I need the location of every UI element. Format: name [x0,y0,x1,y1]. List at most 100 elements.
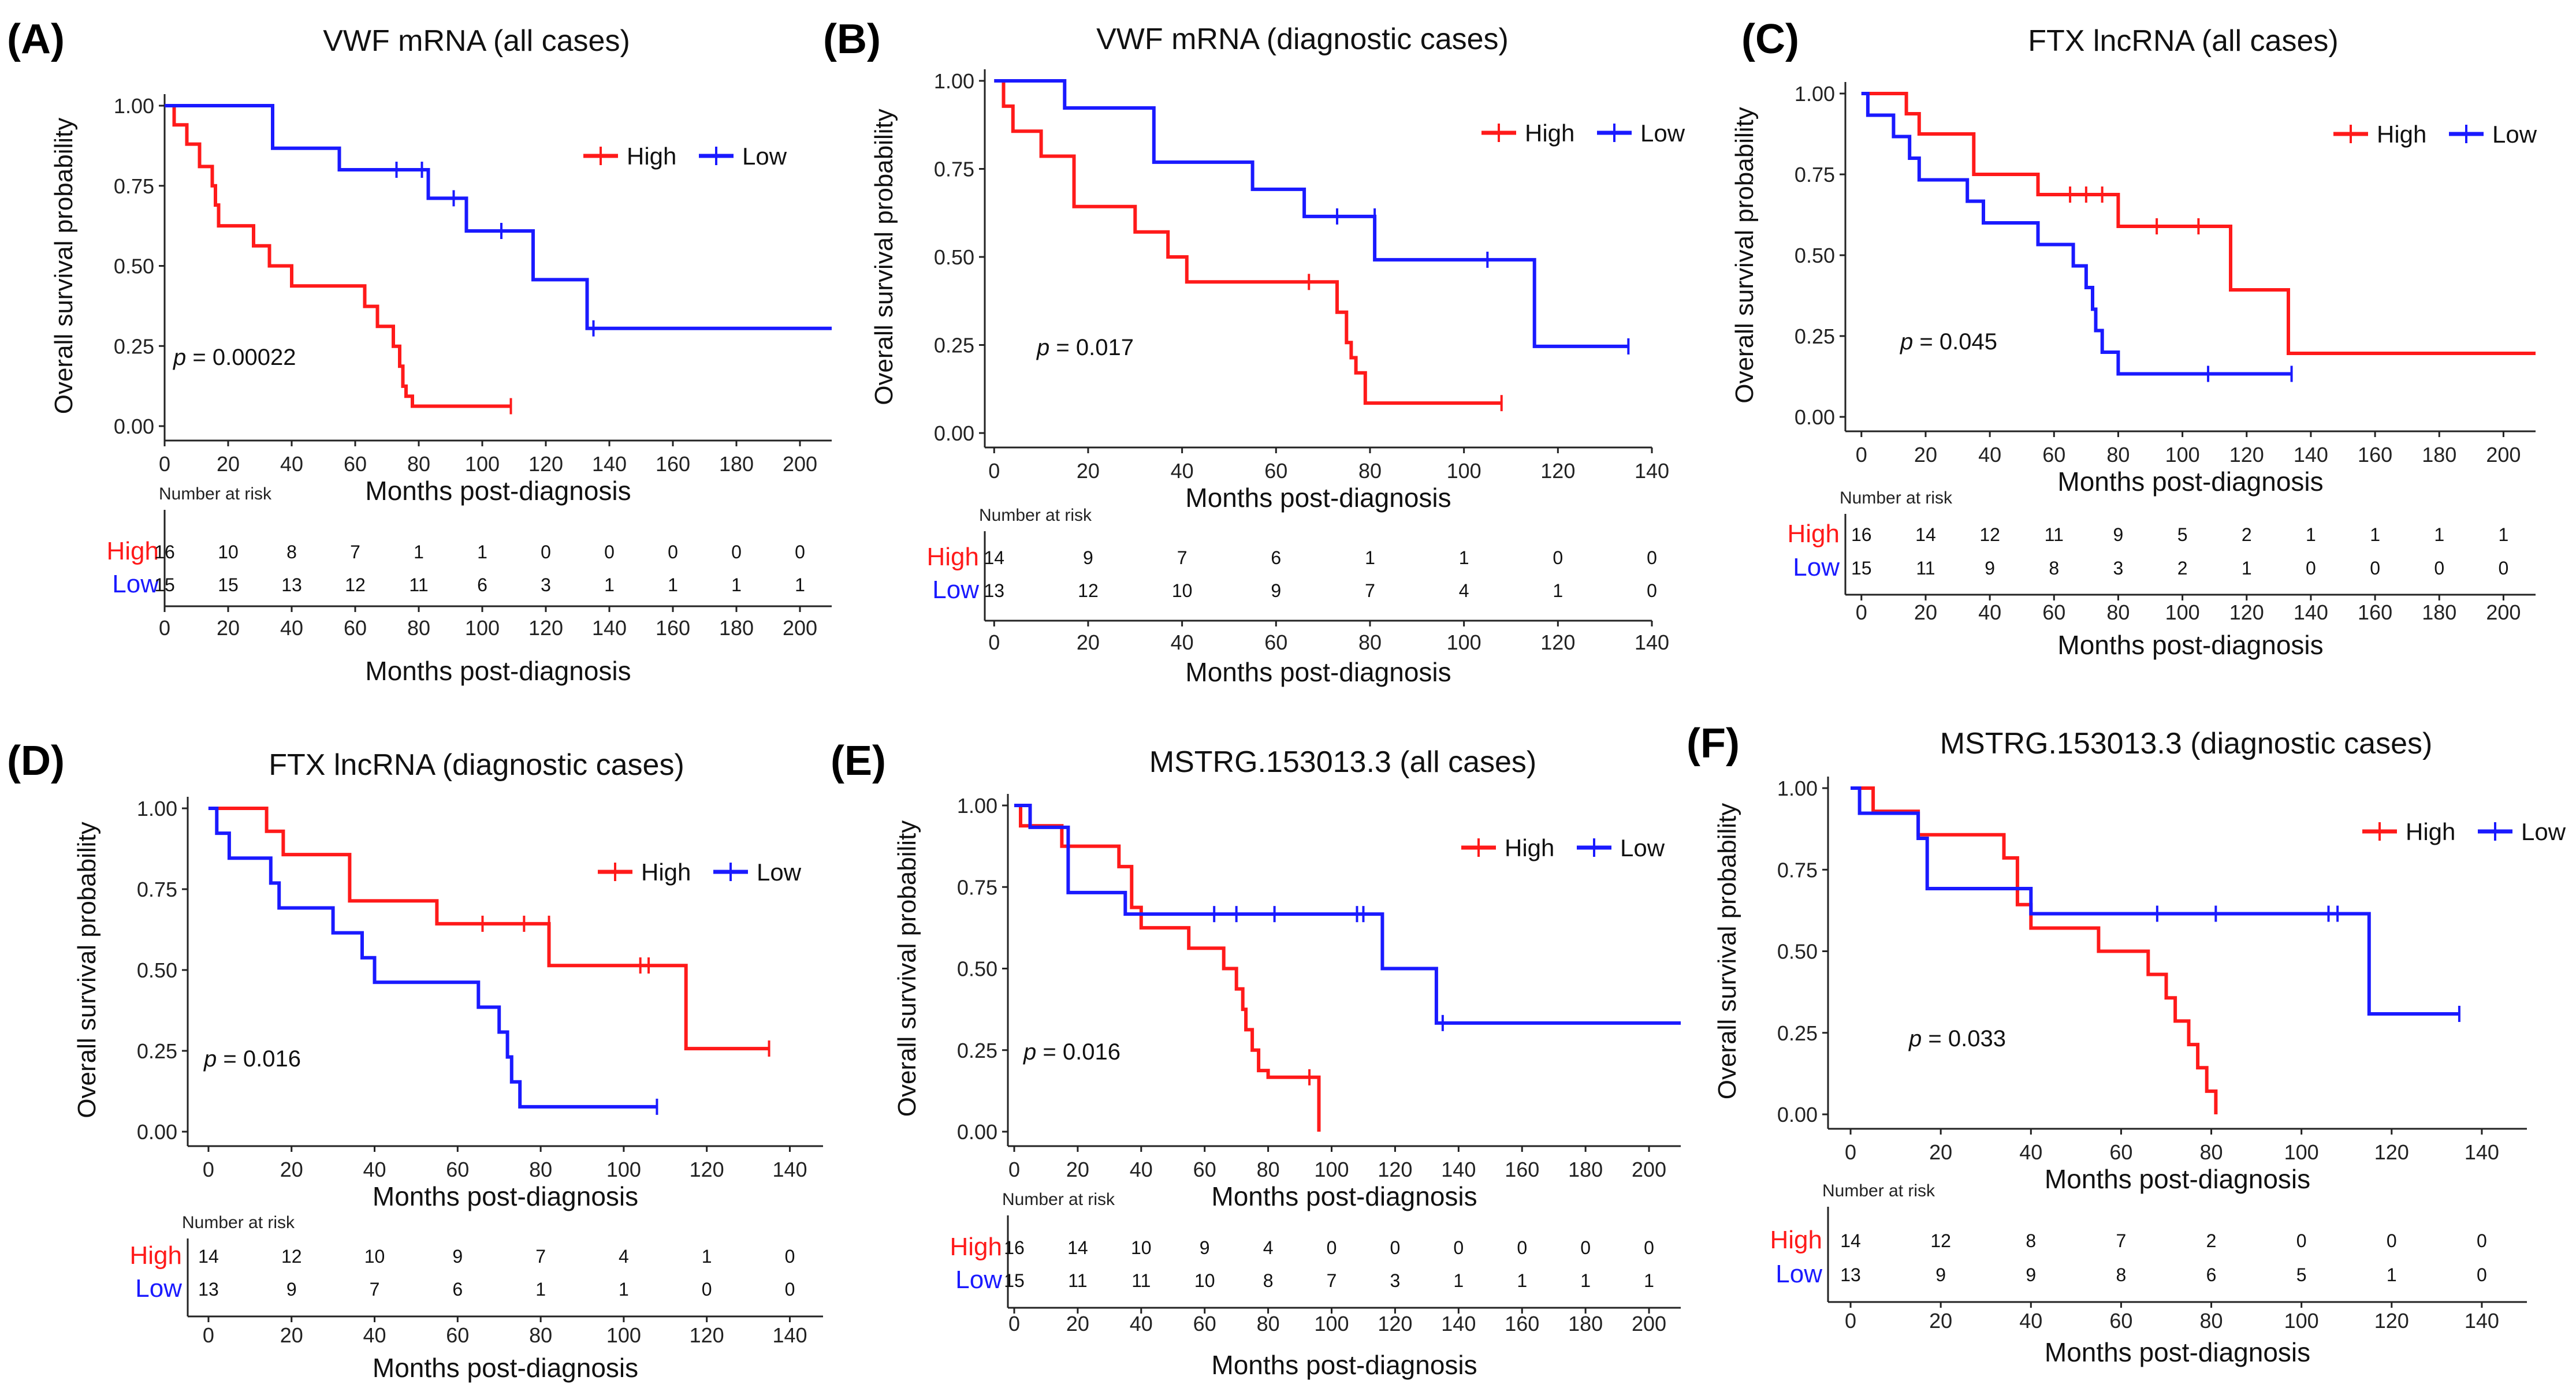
panel-d: (D) FTX lncRNA (diagnostic cases) 0.00 0.25… [7,738,823,1383]
risk-count-low: 9 [286,1279,297,1300]
risk-x-tick-label: 0 [988,631,1000,654]
km-curve-high [1014,804,1321,1132]
x-tick-label: 80 [1358,459,1382,483]
risk-x-tick-label: 140 [1441,1312,1476,1335]
panel-f: (F) MSTRG.153013.3 (diagnostic cases) 0.00… [1687,721,2566,1367]
x-tick-label: 100 [1447,459,1481,483]
risk-x-tick-label: 200 [1632,1312,1666,1335]
x-tick-label: 0 [1845,1140,1856,1164]
risk-x-axis-label: Months post-diagnosis [2045,1337,2310,1367]
risk-table: Number at riskHighLow1615101581371211116… [107,484,832,686]
risk-x-tick-label: 160 [656,616,690,640]
x-tick-label: 40 [1171,459,1194,483]
risk-table: Number at riskHighLow1615141112911893522… [1788,488,2536,660]
risk-count-high: 0 [795,542,805,562]
risk-table-title: Number at risk [1002,1190,1115,1209]
risk-count-low: 10 [1172,580,1193,601]
y-tick-label: 0.50 [114,255,154,278]
x-tick-label: 0 [203,1158,214,1181]
risk-count-low: 1 [1453,1270,1464,1291]
km-curve-high [165,104,511,408]
risk-count-low: 1 [535,1279,546,1300]
risk-x-tick-label: 180 [2422,600,2456,624]
risk-x-tick-label: 100 [1314,1312,1349,1335]
risk-count-low: 12 [345,574,366,595]
p-value-annotation: p = 0.016 [1023,1039,1121,1065]
p-value: 0.045 [1940,329,1997,355]
risk-count-high: 8 [2026,1230,2036,1251]
p-equals: = [186,345,213,370]
chart-title: VWF mRNA (diagnostic cases) [1096,23,1509,56]
y-tick-label: 0.25 [934,334,974,357]
risk-label-low: Low [135,1274,182,1303]
risk-count-low: 6 [452,1279,463,1300]
risk-x-tick-label: 60 [344,616,367,640]
x-tick-label: 180 [719,452,754,476]
risk-count-high: 14 [984,547,1004,568]
risk-x-tick-label: 0 [1845,1309,1856,1333]
x-tick-label: 60 [1193,1158,1216,1181]
risk-x-tick-label: 120 [1378,1312,1412,1335]
risk-count-low: 0 [2434,558,2444,579]
risk-x-tick-label: 0 [159,616,170,640]
risk-count-high: 9 [1083,547,1093,568]
risk-x-tick-label: 0 [1856,600,1867,624]
risk-count-high: 11 [2045,524,2064,545]
risk-x-tick-label: 140 [772,1323,807,1347]
risk-table: Number at riskHighLow1413912710691714010… [927,506,1670,687]
y-tick-label: 0.50 [1777,940,1818,964]
risk-x-tick-label: 20 [1914,600,1937,624]
y-tick-label: 0.00 [1777,1103,1818,1126]
km-curve-low [1851,786,2459,1016]
risk-count-low: 1 [1517,1270,1527,1291]
legend-label-high: High [1505,834,1554,861]
risk-count-low: 0 [2499,558,2509,579]
x-tick-label: 60 [2042,443,2065,467]
risk-x-tick-label: 200 [783,616,817,640]
y-axis-label: Overall survival probability [50,118,78,415]
risk-count-low: 13 [281,574,302,595]
risk-count-high: 1 [702,1246,712,1267]
risk-label-high: High [130,1241,183,1270]
risk-count-high: 0 [731,542,742,562]
x-tick-label: 0 [988,459,1000,483]
risk-x-tick-label: 60 [2109,1309,2132,1333]
x-tick-label: 0 [159,452,170,476]
p-symbol: p [1036,335,1049,360]
y-tick-label: 0.75 [114,174,154,198]
risk-count-high: 10 [1131,1237,1152,1258]
p-value: 0.033 [1948,1026,2006,1051]
x-tick-label: 160 [1505,1158,1539,1181]
x-tick-label: 140 [1635,459,1669,483]
y-axis-label: Overall survival probability [1713,803,1741,1100]
y-tick-label: 0.50 [1795,244,1835,267]
risk-count-high: 1 [2434,524,2444,545]
risk-count-low: 10 [1194,1270,1215,1291]
x-tick-label: 40 [280,452,303,476]
x-axis-label: Months post-diagnosis [2045,1164,2310,1194]
y-tick-label: 0.25 [1777,1021,1818,1045]
x-tick-label: 80 [2106,443,2130,467]
panel-letter: (D) [7,738,65,784]
risk-count-high: 0 [668,542,678,562]
risk-count-low: 1 [668,574,678,595]
risk-count-high: 4 [619,1246,629,1267]
p-value: 0.00022 [213,345,296,370]
risk-x-tick-label: 80 [2106,600,2130,624]
risk-x-tick-label: 100 [2284,1309,2319,1333]
panel-letter: (A) [7,16,65,62]
risk-count-high: 1 [2370,524,2380,545]
risk-count-low: 11 [1916,558,1935,579]
x-tick-label: 140 [772,1158,807,1181]
risk-label-high: High [927,543,980,571]
risk-count-low: 1 [1644,1270,1654,1291]
y-tick-label: 0.50 [137,958,177,982]
risk-table-title: Number at risk [182,1213,295,1232]
risk-x-tick-label: 20 [280,1323,303,1347]
risk-x-tick-label: 40 [1978,600,2001,624]
risk-count-low: 9 [1271,580,1281,601]
y-tick-label: 0.25 [114,334,154,358]
risk-count-low: 1 [731,574,742,595]
risk-table-title: Number at risk [1840,488,1953,508]
legend-label-low: Low [1620,834,1665,861]
